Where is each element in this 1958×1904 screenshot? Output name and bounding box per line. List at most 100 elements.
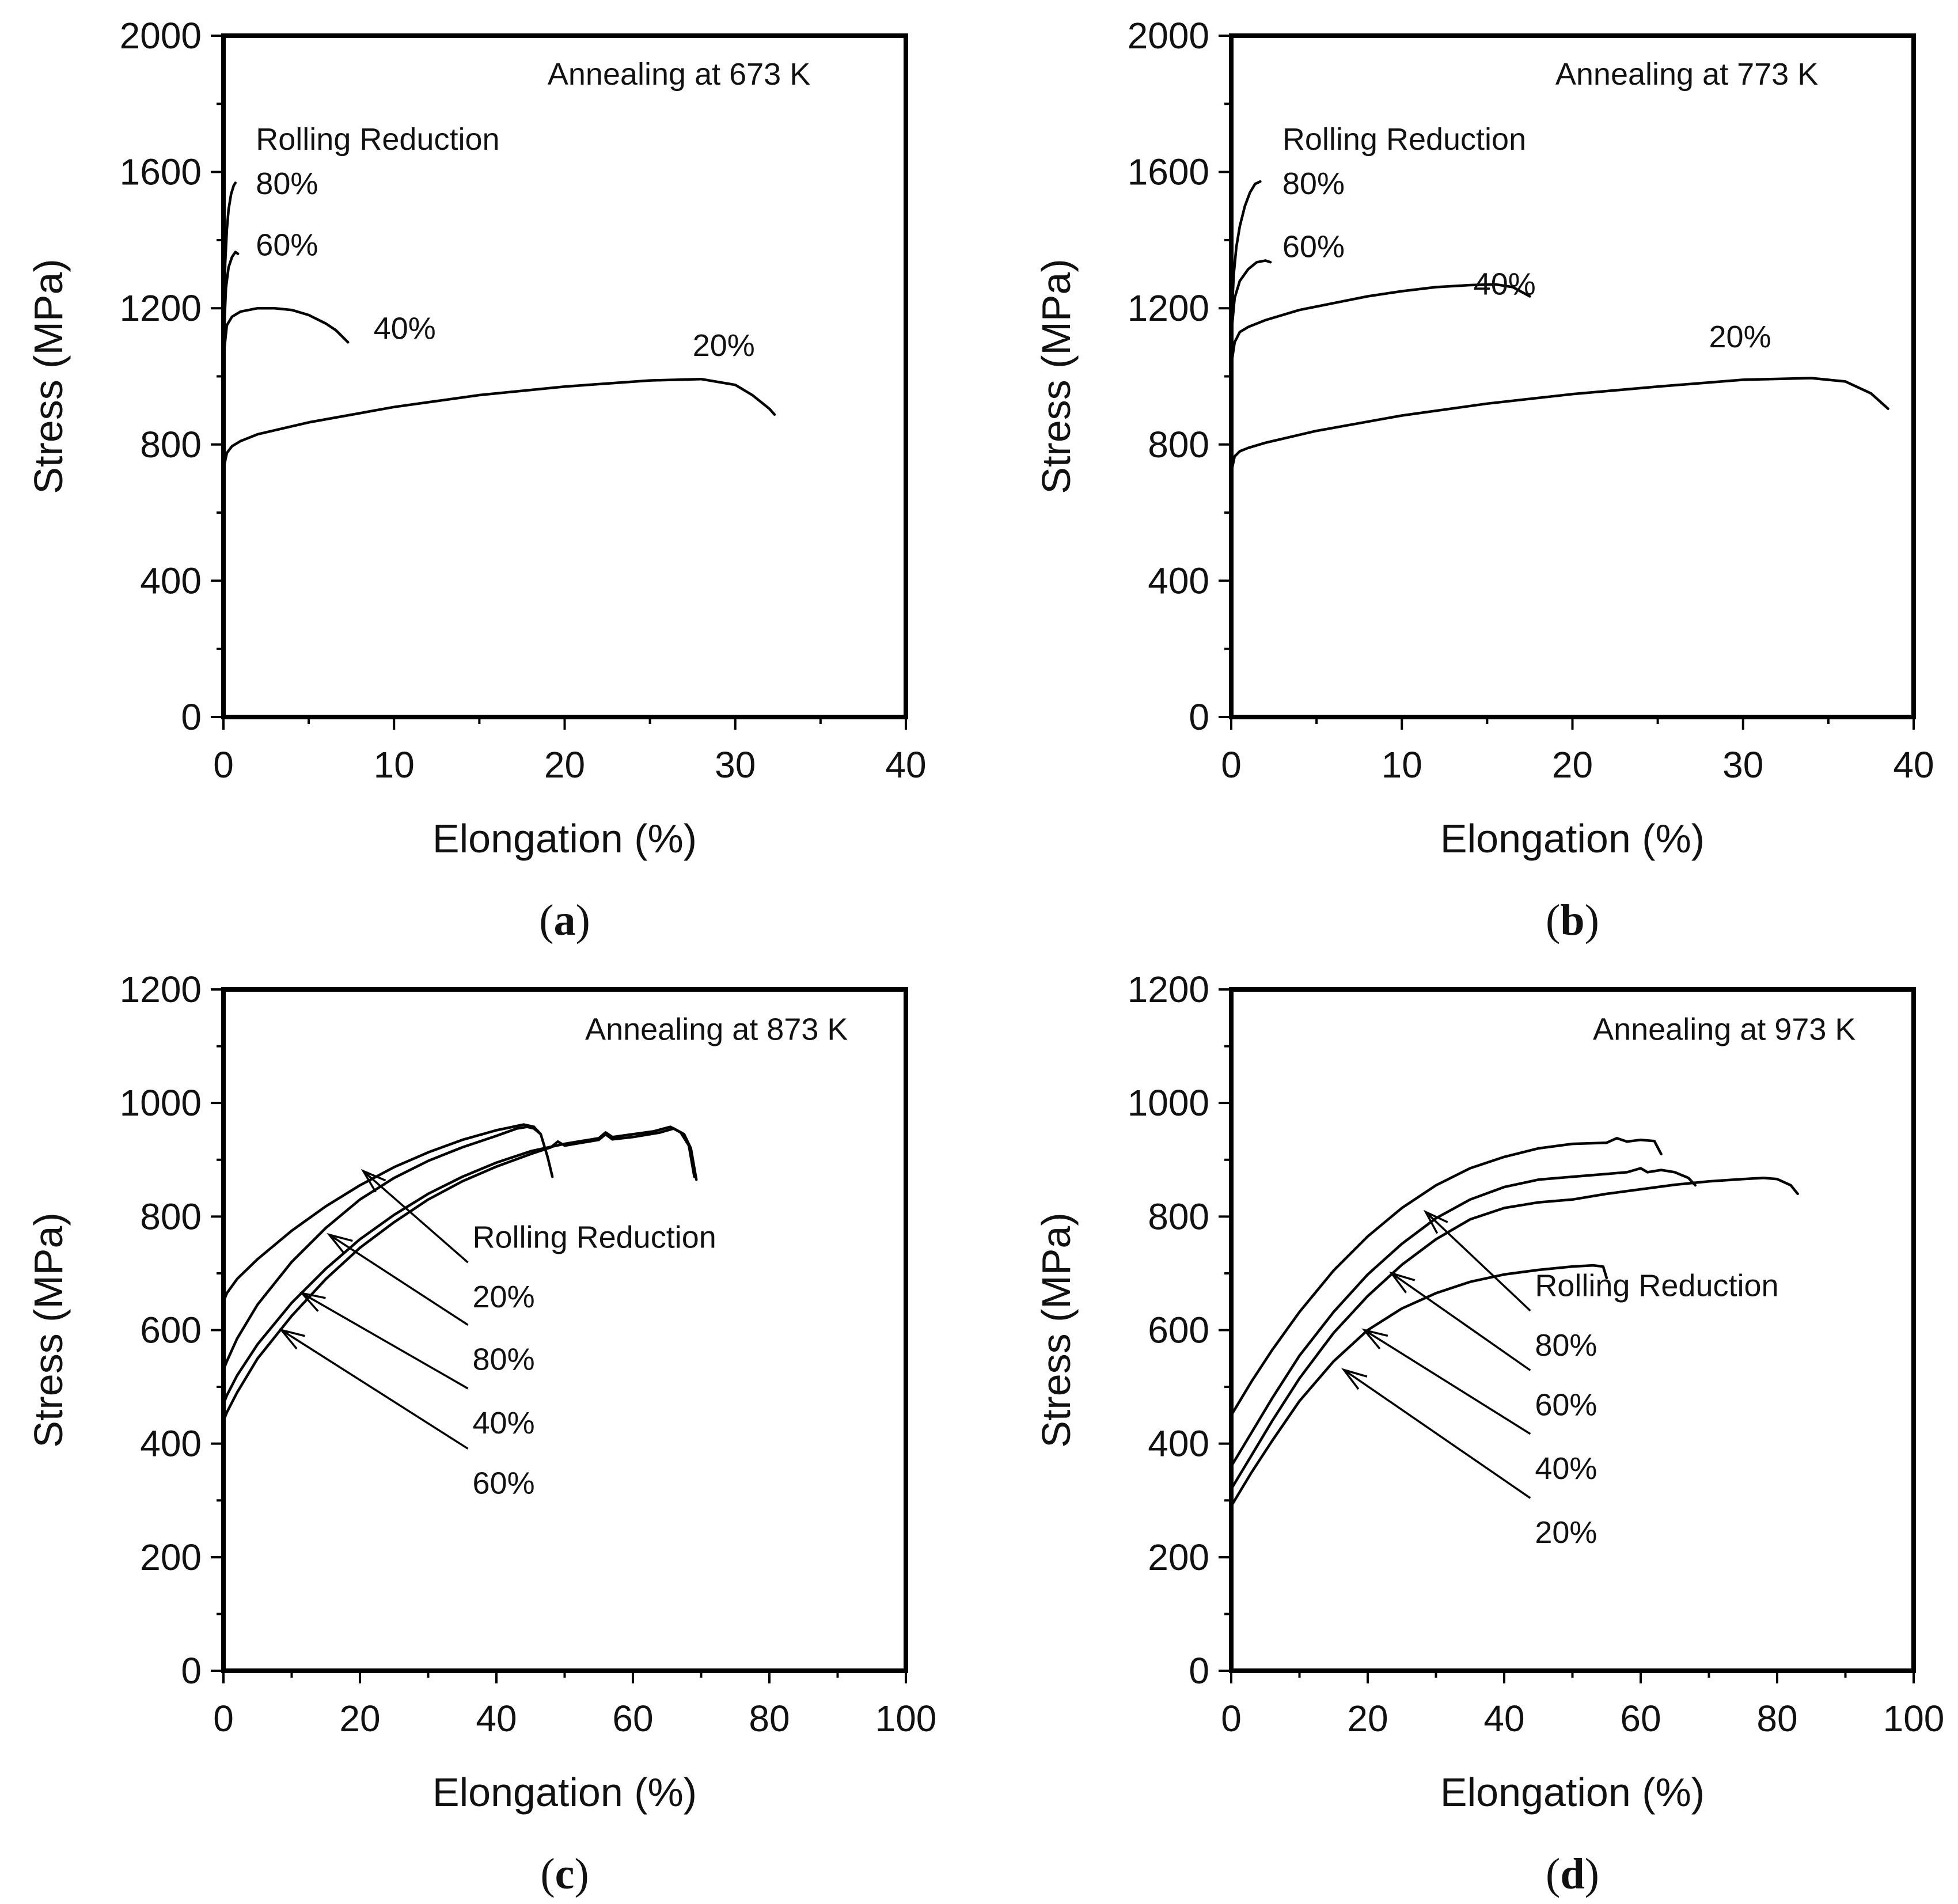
arrow-line-40pct — [301, 1292, 469, 1390]
y-tick-label: 1000 — [120, 1082, 202, 1124]
x-tick-label: 0 — [213, 744, 234, 786]
series-label-60pct: 60% — [1282, 229, 1345, 264]
x-tick-label: 40 — [1893, 744, 1934, 786]
caption-letter: c — [555, 1850, 575, 1898]
x-axis-title: Elongation (%) — [432, 1770, 697, 1815]
x-tick-label: 0 — [213, 1698, 234, 1739]
y-tick-label: 600 — [140, 1310, 202, 1351]
series-label-40pct: 40% — [473, 1406, 535, 1440]
y-tick-label: 800 — [140, 1196, 202, 1237]
y-tick-label: 0 — [181, 696, 202, 738]
x-tick-label: 40 — [476, 1698, 517, 1739]
series-label-40pct: 40% — [1535, 1451, 1597, 1486]
x-axis-title: Elongation (%) — [432, 816, 697, 861]
series-line-d-60pct — [1230, 1167, 1697, 1468]
x-tick-label: 20 — [339, 1698, 380, 1739]
annealing-annotation: Annealing at 973 K — [1593, 1012, 1855, 1046]
annealing-annotation: Annealing at 873 K — [585, 1012, 848, 1046]
y-tick-label: 200 — [1148, 1537, 1209, 1578]
series-line-c-40pct — [222, 1125, 696, 1405]
x-tick-label: 0 — [1221, 1698, 1242, 1739]
y-tick-label: 1200 — [1128, 969, 1209, 1010]
panel-caption: (a) — [539, 896, 590, 945]
x-tick-label: 60 — [612, 1698, 653, 1739]
arrow-head-20pct — [1341, 1368, 1368, 1390]
chart-panel-c: 0 20 40 60 80 100020040060080010001200Elongat… — [26, 969, 936, 1898]
panel-caption: (c) — [540, 1850, 589, 1898]
x-tick-label: 40 — [885, 744, 926, 786]
series-line-d-20pct — [1230, 1264, 1608, 1508]
arrow-head-40pct — [299, 1291, 326, 1312]
y-tick-label: 0 — [1189, 696, 1209, 738]
panel-caption: (d) — [1546, 1850, 1599, 1898]
series-label-20pct: 20% — [1709, 320, 1771, 354]
y-tick-label: 1600 — [120, 151, 202, 193]
arrow-line-40pct — [1364, 1329, 1531, 1435]
series-label-20pct: 20% — [473, 1280, 535, 1314]
series-label-80pct: 80% — [256, 166, 318, 201]
y-axis-title: Stress (MPa) — [26, 259, 71, 494]
y-tick-label: 1600 — [1128, 151, 1209, 193]
x-axis-title: Elongation (%) — [1440, 1770, 1705, 1815]
panel-caption: (b) — [1546, 896, 1599, 945]
rolling-reduction-label: Rolling Reduction — [1282, 122, 1526, 157]
y-tick-label: 0 — [181, 1650, 202, 1691]
y-tick-label: 600 — [1148, 1310, 1209, 1351]
y-tick-label: 1000 — [1128, 1082, 1209, 1124]
series-line-c-20pct — [222, 1123, 554, 1303]
y-tick-label: 0 — [1189, 1650, 1209, 1691]
arrow-line-60pct — [1391, 1272, 1531, 1371]
series-line-c-80pct — [222, 1125, 542, 1371]
x-tick-label: 30 — [1722, 744, 1763, 786]
caption-letter: d — [1560, 1850, 1584, 1898]
x-tick-label: 20 — [544, 744, 585, 786]
series-line-a-40pct — [222, 306, 350, 395]
x-tick-label: 40 — [1483, 1698, 1524, 1739]
series-line-c-60pct — [222, 1127, 698, 1423]
y-tick-label: 800 — [1148, 424, 1209, 465]
y-tick-label: 800 — [1148, 1196, 1209, 1237]
y-axis-title: Stress (MPa) — [1034, 1212, 1079, 1447]
rolling-reduction-label: Rolling Reduction — [1535, 1268, 1778, 1303]
y-axis-title: Stress (MPa) — [1034, 259, 1079, 494]
series-line-d-40pct — [1230, 1177, 1799, 1490]
series-line-a-20pct — [222, 377, 776, 480]
x-tick-label: 100 — [875, 1698, 937, 1739]
x-tick-label: 80 — [1756, 1698, 1797, 1739]
rolling-reduction-label: Rolling Reduction — [256, 122, 499, 157]
rolling-reduction-label: Rolling Reduction — [473, 1220, 716, 1255]
series-label-60pct: 60% — [1535, 1387, 1597, 1422]
y-tick-label: 2000 — [120, 15, 202, 56]
caption-letter: a — [554, 896, 576, 945]
x-tick-label: 20 — [1347, 1698, 1388, 1739]
x-tick-label: 10 — [1382, 744, 1422, 786]
y-tick-label: 1200 — [1128, 287, 1209, 329]
y-tick-label: 1200 — [120, 969, 202, 1010]
arrow-line-80pct — [328, 1234, 469, 1326]
x-axis-title: Elongation (%) — [1440, 816, 1705, 861]
y-tick-label: 1200 — [120, 287, 202, 329]
arrow-line-80pct — [1425, 1211, 1531, 1312]
chart-panel-d: 0 20 40 60 80 100020040060080010001200Elongat… — [1034, 969, 1944, 1898]
caption-letter: b — [1560, 896, 1584, 945]
x-tick-label: 0 — [1221, 744, 1242, 786]
y-tick-label: 400 — [1148, 560, 1209, 601]
arrow-head-80pct — [327, 1232, 353, 1254]
annealing-annotation: Annealing at 773 K — [1555, 57, 1818, 92]
x-tick-label: 20 — [1552, 744, 1593, 786]
series-label-20pct: 20% — [693, 328, 755, 363]
arrow-line-20pct — [362, 1170, 469, 1264]
y-tick-label: 800 — [140, 424, 202, 465]
series-line-b-40pct — [1230, 283, 1531, 395]
y-tick-label: 400 — [140, 560, 202, 601]
x-tick-label: 80 — [749, 1698, 790, 1739]
x-tick-label: 100 — [1883, 1698, 1945, 1739]
series-label-60pct: 60% — [473, 1466, 535, 1500]
series-label-80pct: 80% — [1282, 166, 1345, 201]
y-tick-label: 400 — [1148, 1423, 1209, 1465]
y-tick-label: 200 — [140, 1537, 202, 1578]
arrow-head-60pct — [279, 1328, 305, 1350]
